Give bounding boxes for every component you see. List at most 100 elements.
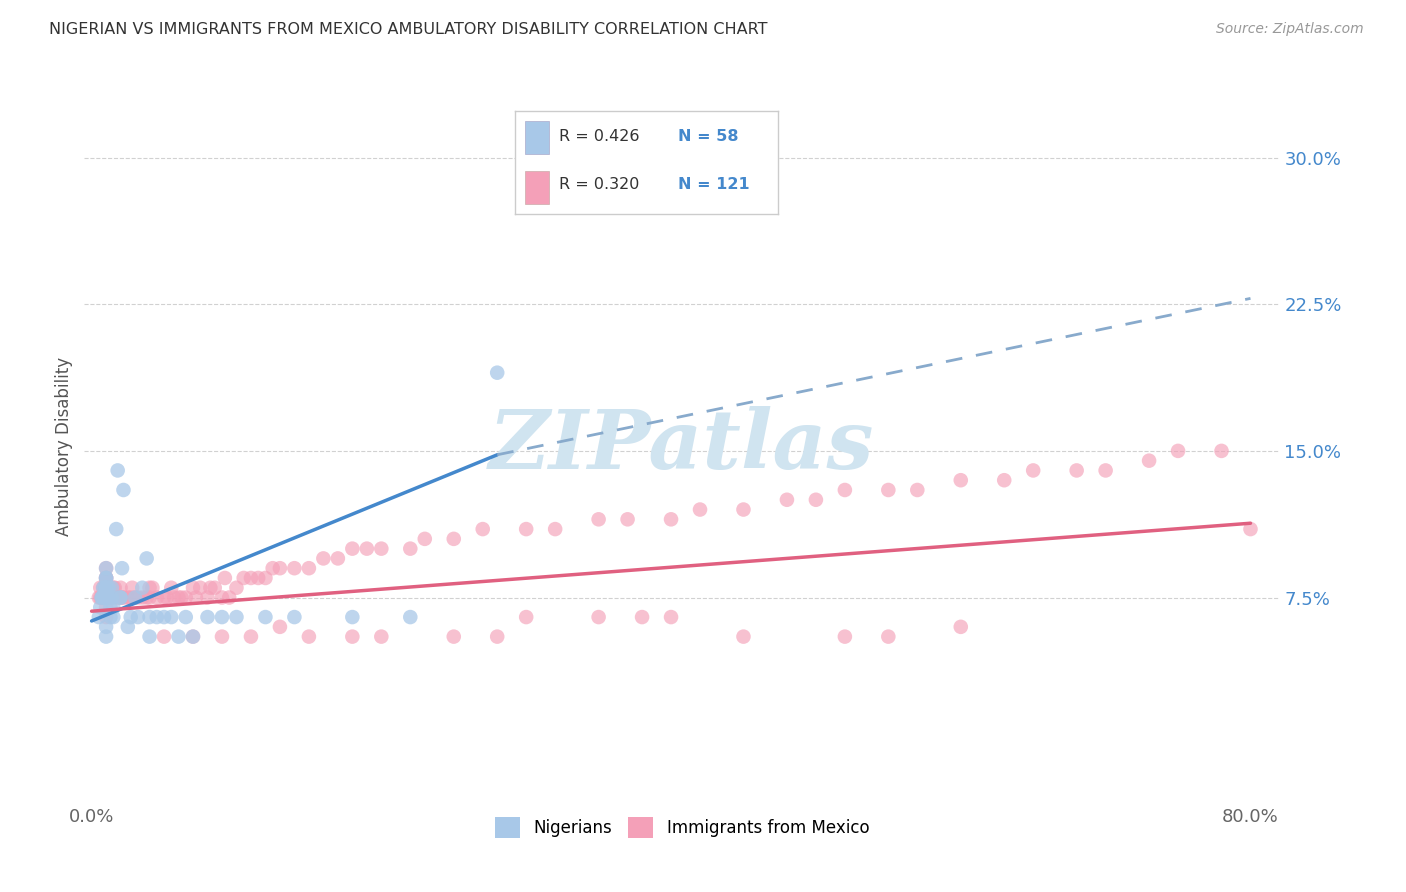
Point [1167, 443, 1189, 458]
Point [110, 581, 132, 595]
Point [163, 591, 186, 605]
Point [399, 610, 422, 624]
Point [100, 600, 122, 615]
Point [94, 581, 117, 595]
Point [111, 561, 134, 575]
Point [90, 591, 112, 605]
Point [98, 581, 121, 595]
Point [204, 581, 226, 595]
Point [94, 571, 117, 585]
Point [94, 600, 117, 615]
Point [96, 591, 118, 605]
Point [631, 610, 654, 624]
Point [138, 610, 160, 624]
Point [91, 591, 114, 605]
Point [214, 571, 236, 585]
Point [197, 591, 219, 605]
Point [254, 610, 277, 624]
Point [138, 630, 160, 644]
Point [269, 561, 291, 575]
Point [170, 591, 193, 605]
Point [239, 630, 262, 644]
Point [834, 630, 856, 644]
Point [93, 591, 115, 605]
Point [91, 591, 114, 605]
Point [135, 591, 157, 605]
Point [298, 630, 321, 644]
Point [90, 591, 112, 605]
Point [120, 591, 142, 605]
Point [107, 463, 129, 477]
Point [103, 581, 125, 595]
Point [94, 581, 117, 595]
Point [181, 581, 204, 595]
Point [211, 630, 233, 644]
Text: Source: ZipAtlas.com: Source: ZipAtlas.com [1216, 22, 1364, 37]
Point [117, 591, 139, 605]
Point [1066, 463, 1088, 477]
Point [93, 581, 115, 595]
Point [1211, 443, 1233, 458]
Point [94, 591, 117, 605]
Point [90, 591, 112, 605]
Point [232, 571, 254, 585]
Point [94, 630, 117, 644]
Point [370, 541, 392, 556]
Point [93, 591, 115, 605]
Point [413, 532, 436, 546]
Point [326, 551, 349, 566]
Point [89, 591, 111, 605]
Point [211, 610, 233, 624]
Point [138, 591, 160, 605]
Point [94, 581, 117, 595]
Point [103, 600, 125, 615]
Text: NIGERIAN VS IMMIGRANTS FROM MEXICO AMBULATORY DISABILITY CORRELATION CHART: NIGERIAN VS IMMIGRANTS FROM MEXICO AMBUL… [49, 22, 768, 37]
Point [834, 483, 856, 497]
Point [616, 512, 638, 526]
Point [93, 581, 115, 595]
Y-axis label: Ambulatory Disability: Ambulatory Disability [55, 357, 73, 535]
Point [1022, 463, 1045, 477]
Point [96, 591, 118, 605]
Point [283, 610, 305, 624]
Point [181, 630, 204, 644]
Point [96, 591, 118, 605]
Point [96, 591, 118, 605]
Point [877, 483, 900, 497]
Point [94, 571, 117, 585]
Point [87, 610, 110, 624]
Point [110, 591, 132, 605]
Point [90, 591, 112, 605]
Point [342, 541, 364, 556]
Point [174, 591, 197, 605]
Point [91, 581, 114, 595]
Point [283, 561, 305, 575]
Point [127, 610, 149, 624]
Point [89, 581, 111, 595]
Point [94, 610, 117, 624]
Point [298, 561, 321, 575]
Point [156, 591, 179, 605]
Point [135, 551, 157, 566]
Point [370, 630, 392, 644]
Point [877, 630, 900, 644]
Point [218, 591, 240, 605]
Point [905, 483, 928, 497]
Point [146, 591, 169, 605]
Point [105, 591, 128, 605]
Point [486, 630, 509, 644]
Point [174, 610, 197, 624]
Point [93, 591, 115, 605]
Point [188, 581, 211, 595]
Point [153, 591, 176, 605]
Point [94, 591, 117, 605]
Point [110, 591, 132, 605]
Point [184, 591, 207, 605]
Point [153, 630, 176, 644]
Point [356, 541, 378, 556]
Point [94, 571, 117, 585]
Point [111, 591, 134, 605]
Point [94, 591, 117, 605]
Point [225, 610, 247, 624]
Point [110, 591, 132, 605]
